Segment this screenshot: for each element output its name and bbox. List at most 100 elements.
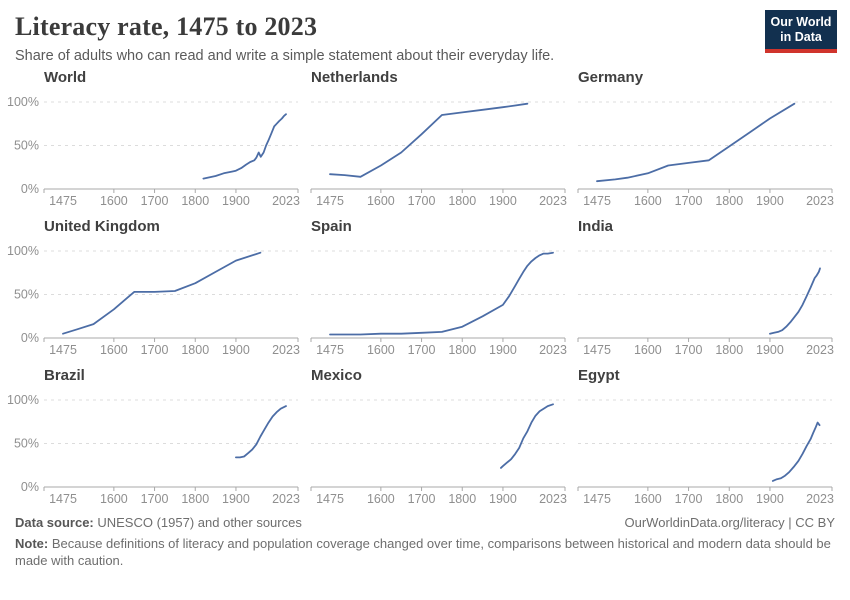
y-tick-label: 100% [7,95,39,109]
x-tick-label: 1475 [49,492,77,506]
facet-chart-brazil[interactable]: 1475 1600 1700 1800 1900 2023 0% 50% 100% [7,387,300,507]
literacy-line[interactable] [329,251,554,336]
facet-title: Brazil [44,367,85,384]
facet-chart-netherlands[interactable]: 1475 1600 1700 1800 1900 2023 [310,89,567,209]
x-tick-label: 1900 [489,194,517,208]
facet-grid: World 1475 1600 1700 1800 1900 2023 0% 50% 100% Ne… [7,68,835,507]
x-tick-label: 2023 [539,343,567,357]
note-text: Because definitions of literacy and popu… [15,536,831,568]
note-label: Note: [15,536,49,551]
y-tick-label: 100% [7,393,39,407]
x-tick-label: 1475 [316,194,344,208]
literacy-line[interactable] [235,405,287,459]
facet-spain: Spain 1475 1600 1700 1800 1900 2023 [310,217,567,358]
x-tick-label: 1900 [756,492,784,506]
x-tick-label: 1475 [49,343,77,357]
x-tick-label: 1700 [141,194,169,208]
x-tick-label: 1475 [583,194,611,208]
owid-license-link[interactable]: OurWorldinData.org/literacy | CC BY [624,515,835,530]
x-tick-label: 1900 [756,343,784,357]
x-tick-label: 1600 [367,194,395,208]
x-tick-label: 1600 [634,194,662,208]
literacy-line[interactable] [202,113,287,180]
facet-world: World 1475 1600 1700 1800 1900 2023 0% 50% 100% [7,68,300,209]
x-tick-label: 1900 [756,194,784,208]
x-tick-label: 1475 [316,492,344,506]
x-tick-label: 1700 [408,343,436,357]
chart-note: Note: Because definitions of literacy an… [15,535,835,569]
facet-chart-germany[interactable]: 1475 1600 1700 1800 1900 2023 [577,89,834,209]
x-tick-label: 1800 [715,343,743,357]
y-tick-label: 0% [21,182,39,196]
data-source-value: UNESCO (1957) and other sources [93,515,302,530]
facet-india: India 1475 1600 1700 1800 1900 2023 [577,217,834,358]
owid-logo[interactable]: Our World in Data [765,10,837,53]
x-tick-label: 1900 [489,492,517,506]
facet-title: Mexico [311,367,362,384]
facet-chart-india[interactable]: 1475 1600 1700 1800 1900 2023 [577,238,834,358]
x-tick-label: 2023 [806,492,834,506]
x-tick-label: 1800 [448,343,476,357]
x-tick-label: 1475 [583,343,611,357]
x-tick-label: 2023 [272,343,300,357]
x-tick-label: 1900 [222,194,250,208]
x-tick-label: 1800 [448,492,476,506]
x-tick-label: 1700 [675,194,703,208]
literacy-line[interactable] [596,102,796,183]
x-tick-label: 1800 [715,492,743,506]
y-tick-label: 100% [7,244,39,258]
x-tick-label: 1475 [583,492,611,506]
x-tick-label: 1900 [489,343,517,357]
facet-title: Netherlands [311,69,398,86]
literacy-line[interactable] [62,251,262,335]
facet-mexico: Mexico 1475 1600 1700 1800 1900 2023 [310,366,567,507]
y-tick-label: 50% [14,288,39,302]
facet-chart-united-kingdom[interactable]: 1475 1600 1700 1800 1900 2023 0% 50% 100% [7,238,300,358]
x-tick-label: 1800 [181,343,209,357]
literacy-line[interactable] [329,102,529,178]
data-source-label: Data source: [15,515,94,530]
y-tick-label: 50% [14,139,39,153]
facet-title: World [44,69,87,86]
chart-footer: Data source: UNESCO (1957) and other sou… [15,515,835,569]
x-tick-label: 1800 [715,194,743,208]
x-tick-label: 1600 [100,343,128,357]
x-tick-label: 1700 [141,343,169,357]
x-tick-label: 1475 [316,343,344,357]
facet-brazil: Brazil 1475 1600 1700 1800 1900 2023 0% 50% 100% [7,366,300,507]
facet-chart-egypt[interactable]: 1475 1600 1700 1800 1900 2023 [577,387,834,507]
x-tick-label: 2023 [539,194,567,208]
facet-egypt: Egypt 1475 1600 1700 1800 1900 2023 [577,366,834,507]
x-tick-label: 1600 [100,492,128,506]
x-tick-label: 1600 [367,343,395,357]
facet-netherlands: Netherlands 1475 1600 1700 1800 1900 2023 [310,68,567,209]
x-tick-label: 1475 [49,194,77,208]
facet-title: India [578,218,614,235]
x-tick-label: 1700 [675,343,703,357]
x-tick-label: 1600 [100,194,128,208]
facet-chart-world[interactable]: 1475 1600 1700 1800 1900 2023 0% 50% 100% [7,89,300,209]
literacy-line[interactable] [500,403,554,469]
literacy-line[interactable] [769,267,821,335]
page-title: Literacy rate, 1475 to 2023 [15,12,318,41]
facet-title: Egypt [578,367,620,384]
x-tick-label: 1800 [448,194,476,208]
x-tick-label: 2023 [806,194,834,208]
x-tick-label: 1700 [408,492,436,506]
owid-logo-line1: Our World [770,15,832,29]
x-tick-label: 1600 [634,492,662,506]
facet-united-kingdom: United Kingdom 1475 1600 1700 1800 1900 2023 0%… [7,217,300,358]
facet-chart-mexico[interactable]: 1475 1600 1700 1800 1900 2023 [310,387,567,507]
x-tick-label: 2023 [272,194,300,208]
x-tick-label: 2023 [539,492,567,506]
facet-chart-spain[interactable]: 1475 1600 1700 1800 1900 2023 [310,238,567,358]
x-tick-label: 1800 [181,492,209,506]
literacy-line[interactable] [771,421,821,482]
data-source: Data source: UNESCO (1957) and other sou… [15,515,302,530]
x-tick-label: 1700 [141,492,169,506]
facet-title: United Kingdom [44,218,160,235]
x-tick-label: 1600 [634,343,662,357]
x-tick-label: 1600 [367,492,395,506]
facet-title: Spain [311,218,352,235]
